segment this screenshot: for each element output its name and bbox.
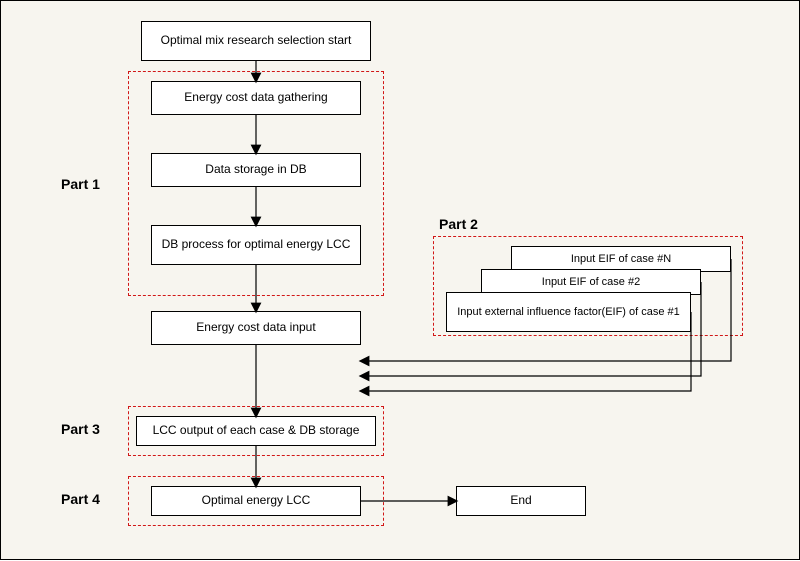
part2-label: Part 2 <box>439 216 478 232</box>
node-gathering: Energy cost data gathering <box>151 81 361 115</box>
node-case1: Input external influence factor(EIF) of … <box>446 292 691 332</box>
node-end: End <box>456 486 586 516</box>
part4-label: Part 4 <box>61 491 100 507</box>
part1-label: Part 1 <box>61 176 100 192</box>
part3-label: Part 3 <box>61 421 100 437</box>
flowchart-canvas: Part 1 Part 2 Part 3 Part 4 Optimal mix … <box>0 0 800 560</box>
node-db-process: DB process for optimal energy LCC <box>151 225 361 265</box>
node-storage: Data storage in DB <box>151 153 361 187</box>
node-lcc-output: LCC output of each case & DB storage <box>136 416 376 446</box>
node-cost-input: Energy cost data input <box>151 311 361 345</box>
node-optimal-lcc: Optimal energy LCC <box>151 486 361 516</box>
node-start: Optimal mix research selection start <box>141 21 371 61</box>
